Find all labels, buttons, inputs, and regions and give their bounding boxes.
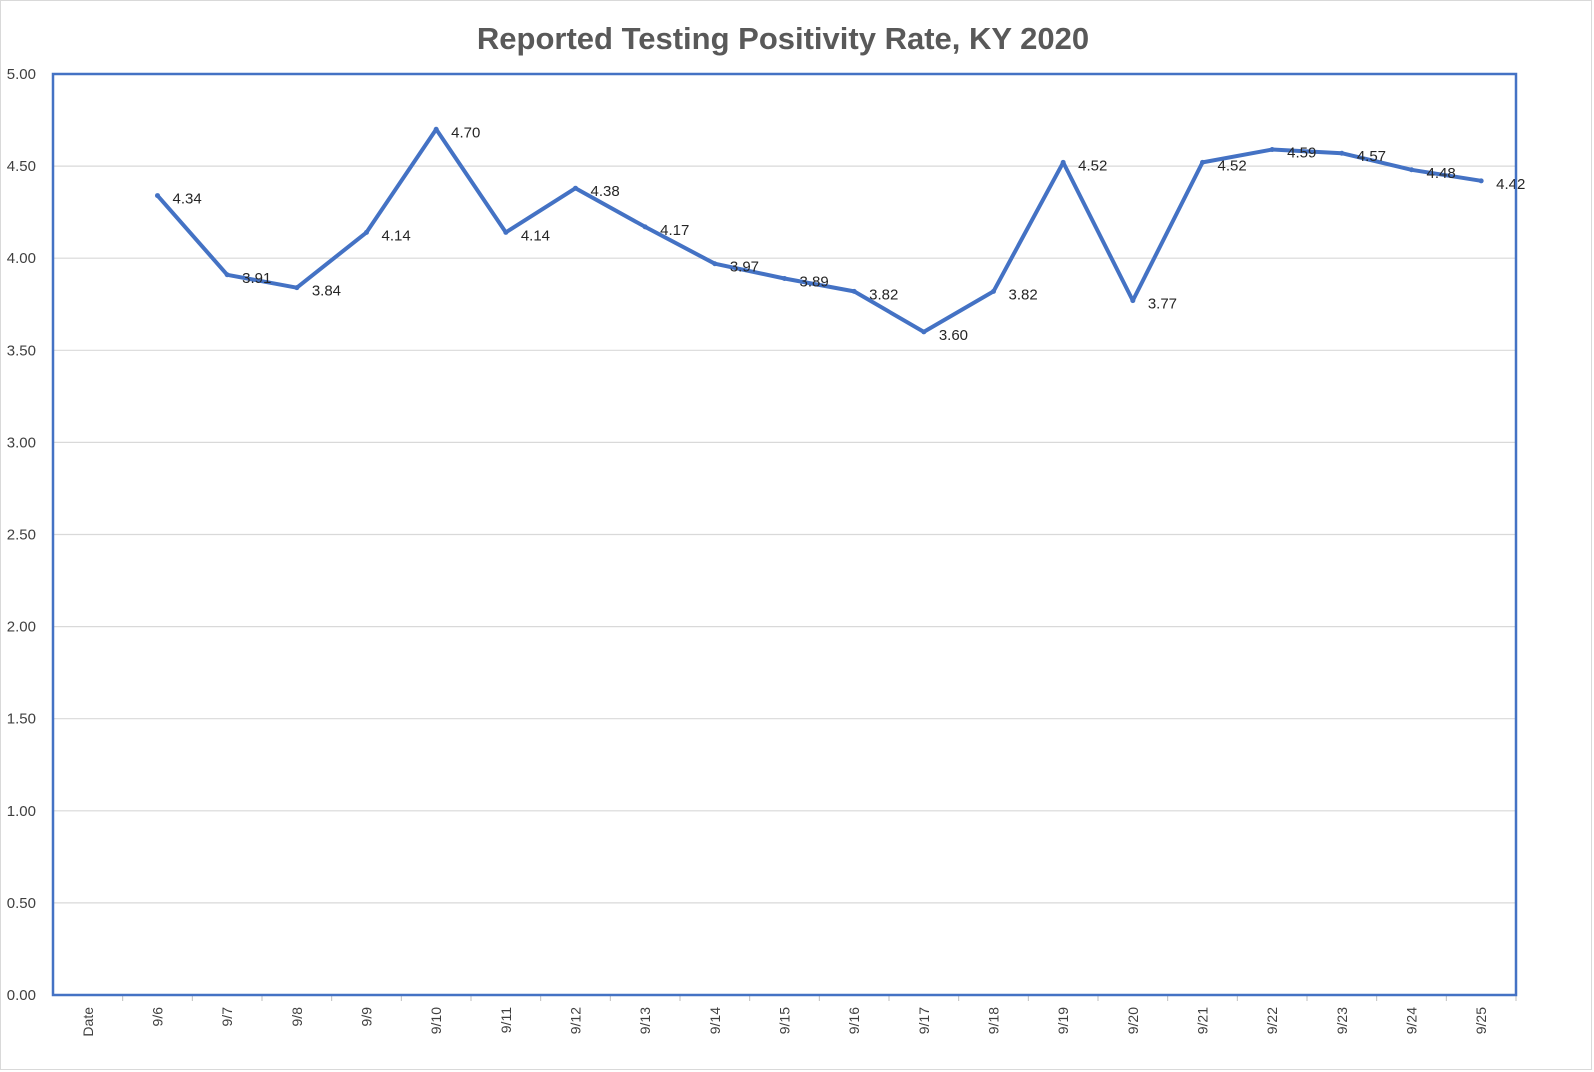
plot-border	[51, 72, 1518, 997]
x-tick-label: 9/20	[1125, 1007, 1141, 1034]
data-label: 3.82	[1009, 286, 1038, 303]
data-point	[1269, 147, 1275, 153]
y-tick-label: 4.00	[7, 250, 36, 267]
x-tick-label: 9/21	[1195, 1007, 1211, 1034]
data-label: 3.82	[869, 286, 898, 303]
data-label: 4.14	[521, 227, 550, 244]
y-tick-label: 2.00	[7, 619, 36, 636]
data-point	[921, 329, 927, 335]
data-label: 4.52	[1078, 157, 1107, 174]
data-label: 4.52	[1218, 157, 1247, 174]
data-point	[1200, 159, 1205, 165]
data-point	[433, 126, 439, 132]
data-point	[364, 229, 369, 235]
x-tick-label: 9/16	[846, 1007, 862, 1034]
x-tick-label: 9/23	[1334, 1007, 1350, 1034]
data-point	[782, 275, 787, 281]
data-point	[155, 193, 160, 199]
chart-title: Reported Testing Positivity Rate, KY 202…	[477, 21, 1089, 56]
data-point	[1130, 298, 1136, 304]
x-tick-label: 9/24	[1404, 1007, 1420, 1034]
x-tick-label: 9/22	[1264, 1007, 1280, 1034]
y-tick-label: 1.50	[7, 711, 36, 728]
data-label: 3.77	[1148, 296, 1177, 313]
y-tick-label: 3.50	[7, 342, 36, 359]
gridlines	[53, 73, 1516, 996]
data-point	[503, 229, 509, 235]
x-tick-label: 9/19	[1055, 1007, 1071, 1034]
x-tick-label: 9/13	[637, 1007, 653, 1034]
x-tick-label: 9/17	[916, 1007, 932, 1034]
data-label: 4.34	[173, 191, 202, 208]
x-tick-label: 9/6	[150, 1007, 166, 1027]
y-tick-label: 1.00	[7, 803, 36, 820]
data-label: 4.59	[1287, 145, 1316, 162]
y-tick-label: 2.50	[7, 527, 36, 544]
x-axis-ticks: Date 9/6 9/7 9/8 9/9 9/10 9/11 9/12 9/13 9/14 9/15…	[80, 995, 1517, 1037]
y-tick-label: 3.00	[7, 434, 36, 451]
x-tick-label: 9/10	[428, 1007, 444, 1034]
x-tick-label: 9/8	[289, 1007, 305, 1027]
data-point	[573, 185, 578, 191]
data-label: 3.60	[939, 327, 968, 344]
x-tick-label: 9/12	[568, 1007, 584, 1034]
data-label: 4.17	[660, 222, 689, 239]
x-tick-label: 9/25	[1473, 1007, 1489, 1034]
data-label: 3.91	[242, 270, 271, 287]
series-layer	[155, 126, 1484, 335]
data-point	[712, 261, 718, 267]
data-label: 4.42	[1496, 176, 1525, 193]
data-label: 4.14	[382, 227, 411, 244]
data-labels: 4.34 3.91 3.84 4.14 4.70 4.14 4.38 4.17 3.97 3.89…	[173, 124, 1526, 344]
data-point	[224, 272, 230, 278]
data-point	[1478, 178, 1484, 184]
data-point	[1339, 150, 1345, 156]
x-tick-label: 9/15	[777, 1007, 793, 1034]
data-label: 4.57	[1357, 148, 1386, 165]
data-point	[851, 288, 857, 294]
data-label: 4.48	[1427, 165, 1456, 182]
y-tick-label: 0.00	[7, 987, 36, 1004]
x-tick-label: 9/9	[359, 1007, 375, 1027]
data-label: 3.97	[730, 259, 759, 276]
data-point	[294, 285, 300, 291]
data-point	[991, 288, 996, 294]
data-label: 4.70	[451, 124, 480, 141]
y-tick-label: 0.50	[7, 895, 36, 912]
y-axis-ticks: 0.00 0.50 1.00 1.50 2.00 2.50 3.00 3.50 4.00 4.50…	[7, 66, 36, 1004]
x-tick-label: 9/7	[219, 1007, 235, 1027]
data-label: 4.38	[591, 183, 620, 200]
data-label: 3.84	[312, 283, 341, 300]
x-tick-label: Date	[80, 1007, 96, 1037]
x-tick-label: 9/18	[986, 1007, 1002, 1034]
data-point	[1409, 167, 1414, 173]
data-point	[642, 224, 648, 230]
y-tick-label: 5.00	[7, 66, 36, 83]
y-tick-label: 4.50	[7, 158, 36, 175]
x-tick-label: 9/14	[707, 1007, 723, 1034]
data-label: 3.89	[800, 273, 829, 290]
data-point	[1060, 159, 1066, 165]
series-line	[155, 127, 1484, 334]
x-tick-label: 9/11	[498, 1007, 514, 1033]
